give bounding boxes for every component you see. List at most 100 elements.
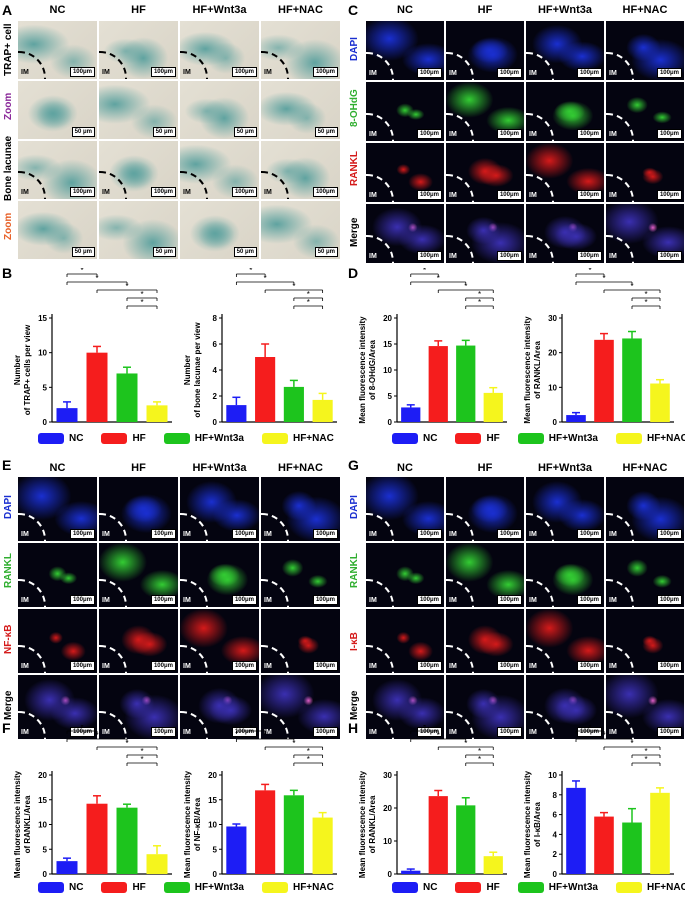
micrograph: 100μm IM [179, 542, 260, 608]
y-tick-label: 15 [38, 796, 47, 805]
bar-nc [401, 870, 421, 874]
y-tick-label: 0 [213, 418, 218, 427]
scale-bar-label: 100μm [656, 595, 682, 605]
row-label-dapi: DAPI [349, 495, 360, 520]
micrograph: 100μm IM [260, 608, 341, 674]
scale-bar-label: 100μm [576, 68, 602, 78]
bar-hf-nac [650, 792, 670, 874]
scale-bar-label: 100μm [312, 661, 338, 671]
y-axis-label-line: Mean fluorescence intensity [358, 316, 367, 424]
legend-item: HF+Wnt3a [517, 882, 598, 893]
implant-label: IM [183, 531, 191, 538]
y-tick-label: 8 [553, 791, 558, 800]
y-axis-label-line: Number [183, 355, 192, 385]
micrograph: 100μm IM [17, 674, 98, 740]
y-axis-label-line: Number [13, 355, 22, 385]
legend-swatch [163, 882, 190, 893]
scale-bar-label: 50 μm [71, 247, 95, 257]
scale-bar-label: 50 μm [152, 247, 176, 257]
scale-bar-label: 100μm [576, 727, 602, 737]
bar-chart-h2: Mean fluorescence intensityof I-κB/Area 0… [523, 725, 674, 879]
implant-label: IM [21, 597, 29, 604]
y-axis-label-line: Mean fluorescence intensity [13, 770, 22, 878]
micrograph: 100μm IM [260, 674, 341, 740]
micrograph: 100μm IM [605, 476, 685, 542]
y-axis-label-line: of RANKL/Area [23, 795, 32, 853]
legend-swatch [392, 882, 418, 893]
y-axis-label-line: of bone lacunae per view [193, 322, 202, 418]
significance-star: * [80, 268, 83, 275]
bar-nc [56, 408, 78, 422]
significance-star: * [140, 755, 143, 764]
legend-item: HF+NAC [615, 882, 685, 893]
row-label-bone-lacunae: Bone lacunae [3, 136, 14, 202]
y-tick-label: 0 [388, 418, 393, 427]
bar-hf-nac [312, 399, 333, 422]
significance-star: * [125, 282, 128, 291]
micrograph: 50 μm [260, 200, 341, 260]
significance-star: * [125, 739, 128, 748]
y-tick-label: 20 [208, 771, 217, 780]
scale-bar-label: 100μm [231, 529, 257, 539]
scale-bar-label: 100μm [150, 187, 176, 197]
micrograph: 100μm IM [605, 608, 685, 674]
scale-bar-label: 100μm [576, 251, 602, 261]
legend-label: NC [423, 433, 438, 444]
micrograph: 100μm IM [17, 542, 98, 608]
y-tick-label: 5 [213, 845, 218, 854]
implant-label: IM [21, 663, 29, 670]
legend-item: NC [38, 433, 83, 444]
column-header-hf: HF [131, 462, 146, 474]
scale-bar-label: 100μm [416, 190, 442, 200]
scale-bar-label: 100μm [656, 251, 682, 261]
implant-label: IM [609, 597, 617, 604]
micrograph: 100μm IM [605, 542, 685, 608]
implant-label: IM [449, 131, 457, 138]
significance-star: * [588, 268, 591, 275]
bar-chart-f2: Mean fluorescence intensityof NF-κB/Area… [183, 725, 337, 879]
y-tick-label: 30 [548, 314, 557, 323]
micrograph: 100μm IM [179, 608, 260, 674]
significance-star: * [95, 731, 98, 740]
significance-star: * [602, 731, 605, 740]
legend-item: HF+Wnt3a [163, 882, 244, 893]
micrograph: 100μm IM [365, 20, 445, 81]
scale-bar-label: 50 μm [152, 127, 176, 137]
significance-star: * [292, 739, 295, 748]
micrograph: 100μm IM [525, 81, 605, 142]
column-header-hf: HF [477, 4, 493, 16]
bar-hf-nac [146, 854, 168, 874]
legend-swatch [455, 882, 482, 893]
y-tick-label: 20 [383, 804, 392, 813]
legend-item: NC [392, 882, 437, 893]
implant-label: IM [449, 192, 457, 199]
y-tick-label: 4 [213, 366, 218, 375]
y-axis-label: Mean fluorescence intensityof RANKL/Area [523, 316, 542, 424]
scale-bar-label: 50 μm [233, 127, 257, 137]
implant-label: IM [102, 663, 110, 670]
micrograph: 100μm IM [605, 142, 685, 203]
legend-label: HF+Wnt3a [194, 433, 244, 444]
y-tick-label: 2 [553, 850, 558, 859]
legend-label: HF+NAC [292, 882, 334, 893]
legend-label: HF+Wnt3a [548, 433, 598, 444]
panel-letter-e: E [2, 457, 12, 473]
implant-label: IM [609, 531, 617, 538]
legend-label: HF [486, 882, 500, 893]
bar-hf-nac [483, 856, 503, 874]
implant-label: IM [449, 597, 457, 604]
significance-star: * [140, 298, 143, 307]
y-tick-label: 10 [548, 383, 557, 392]
bar-nc [401, 407, 421, 422]
scale-bar-label: 100μm [231, 727, 257, 737]
row-label-8-ohdg: 8-OHdG [349, 89, 360, 128]
micrograph: 100μm IM [445, 674, 525, 740]
implant-label: IM [183, 69, 191, 76]
significance-star: * [464, 739, 467, 748]
y-tick-label: 20 [383, 314, 392, 323]
y-tick-label: 20 [548, 349, 557, 358]
legend-label: HF+Wnt3a [194, 882, 244, 893]
scale-bar-label: 100μm [231, 187, 257, 197]
bar-chart-d2: Mean fluorescence intensityof RANKL/Area… [523, 268, 674, 427]
scale-bar-label: 100μm [150, 661, 176, 671]
